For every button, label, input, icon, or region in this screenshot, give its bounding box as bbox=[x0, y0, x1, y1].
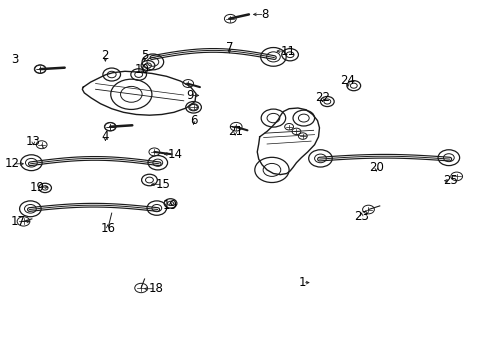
Text: 9: 9 bbox=[186, 89, 194, 102]
Text: 1: 1 bbox=[299, 276, 307, 289]
Text: 16: 16 bbox=[100, 222, 115, 235]
Text: 17: 17 bbox=[11, 215, 26, 228]
Text: 22: 22 bbox=[315, 91, 330, 104]
Polygon shape bbox=[257, 108, 319, 175]
Text: 6: 6 bbox=[190, 114, 197, 127]
Polygon shape bbox=[82, 71, 196, 115]
Text: 4: 4 bbox=[101, 130, 109, 143]
Text: 14: 14 bbox=[168, 148, 183, 161]
Text: 12: 12 bbox=[5, 157, 20, 170]
Text: 3: 3 bbox=[11, 53, 19, 66]
Text: 25: 25 bbox=[443, 174, 458, 187]
Text: 11: 11 bbox=[281, 45, 295, 58]
Text: 18: 18 bbox=[148, 282, 163, 295]
Text: 23: 23 bbox=[354, 210, 369, 223]
Text: 21: 21 bbox=[228, 125, 243, 138]
Text: 24: 24 bbox=[341, 75, 355, 87]
Text: 13: 13 bbox=[26, 135, 41, 148]
Text: 10: 10 bbox=[135, 63, 149, 76]
Text: 2: 2 bbox=[101, 49, 109, 62]
Text: 19: 19 bbox=[163, 199, 178, 212]
Text: 15: 15 bbox=[155, 178, 170, 191]
Text: 19: 19 bbox=[29, 181, 44, 194]
Text: 20: 20 bbox=[369, 161, 384, 174]
Text: 7: 7 bbox=[225, 41, 233, 54]
Text: 5: 5 bbox=[141, 49, 148, 62]
Text: 8: 8 bbox=[261, 8, 269, 21]
